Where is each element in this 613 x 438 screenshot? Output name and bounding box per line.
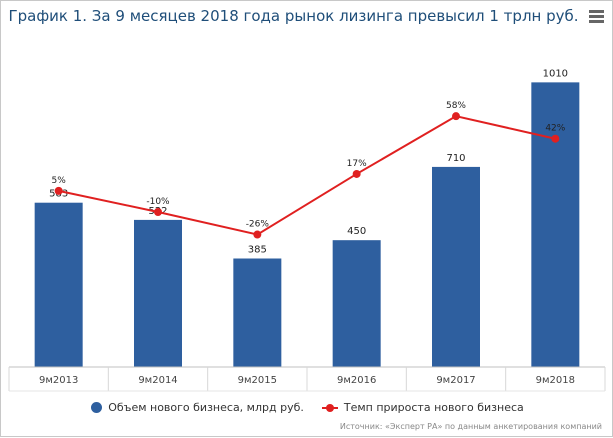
growth-point-label: -10% xyxy=(146,197,170,207)
bar[interactable] xyxy=(531,82,580,367)
growth-point[interactable] xyxy=(54,186,63,195)
bar[interactable] xyxy=(34,202,83,367)
hamburger-menu-icon[interactable] xyxy=(589,10,604,24)
chart-legend: Объем нового бизнеса, млрд руб. Темп при… xyxy=(1,401,613,414)
bar[interactable] xyxy=(233,258,282,368)
x-tick-label: 9м2018 xyxy=(536,375,575,386)
growth-point[interactable] xyxy=(551,134,560,143)
growth-point[interactable] xyxy=(253,230,262,239)
x-tick-label: 9м2015 xyxy=(238,375,277,386)
legend-line-swatch xyxy=(321,403,338,413)
growth-point[interactable] xyxy=(352,169,361,178)
x-tick-label: 9м2013 xyxy=(39,375,78,386)
legend-bars-label: Объем нового бизнеса, млрд руб. xyxy=(108,401,304,414)
legend-item-bars[interactable]: Объем нового бизнеса, млрд руб. xyxy=(91,401,304,414)
legend-item-line[interactable]: Темп прироста нового бизнеса xyxy=(321,401,524,414)
chart-title: График 1. За 9 месяцев 2018 года рынок л… xyxy=(8,7,579,25)
growth-point[interactable] xyxy=(154,208,162,216)
growth-line xyxy=(58,115,556,236)
growth-point-label: 58% xyxy=(446,101,466,111)
bar[interactable] xyxy=(332,240,381,367)
bar-value-label: 385 xyxy=(248,245,267,256)
x-tick-label: 9м2016 xyxy=(337,375,376,386)
bar-value-label: 450 xyxy=(347,226,366,237)
growth-point[interactable] xyxy=(452,112,460,121)
source-note: Источник: «Эксперт РА» по данным анкетир… xyxy=(339,422,602,431)
bar[interactable] xyxy=(432,166,480,367)
bar-value-label: 710 xyxy=(446,153,465,164)
legend-line-label: Темп прироста нового бизнеса xyxy=(343,401,524,414)
x-tick-label: 9м2014 xyxy=(138,375,177,386)
x-tick-label: 9м2017 xyxy=(436,375,475,386)
legend-bar-swatch xyxy=(91,402,103,413)
bar[interactable] xyxy=(134,219,182,367)
growth-point-label: 42% xyxy=(545,124,565,134)
growth-point-label: 17% xyxy=(347,159,367,169)
growth-point-label: -26% xyxy=(246,220,270,230)
growth-point-label: 5% xyxy=(52,176,67,186)
bar-value-label: 1010 xyxy=(543,68,568,79)
